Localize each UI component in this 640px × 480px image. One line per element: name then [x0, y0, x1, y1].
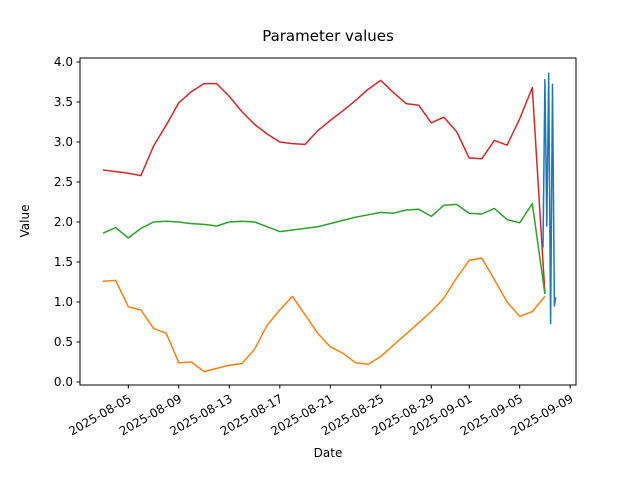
- series-red-line: [102, 79, 546, 294]
- y-tick-label: 2.0: [54, 215, 73, 229]
- y-tick-label: 1.5: [54, 255, 73, 269]
- series-orange-line: [102, 257, 546, 373]
- y-tick-label: 0.0: [54, 375, 73, 389]
- y-axis-label: Value: [18, 204, 32, 238]
- x-axis-label: Date: [313, 446, 343, 460]
- chart-title: Parameter values: [262, 27, 394, 45]
- y-tick-label: 0.5: [54, 335, 73, 349]
- y-tick-label: 1.0: [54, 295, 73, 309]
- y-tick-label: 4.0: [54, 55, 73, 69]
- series-blue-line: [542, 72, 557, 325]
- y-tick-label: 2.5: [54, 175, 73, 189]
- y-tick-label: 3.5: [54, 95, 73, 109]
- y-tick-label: 3.0: [54, 135, 73, 149]
- series-green-line: [102, 202, 546, 295]
